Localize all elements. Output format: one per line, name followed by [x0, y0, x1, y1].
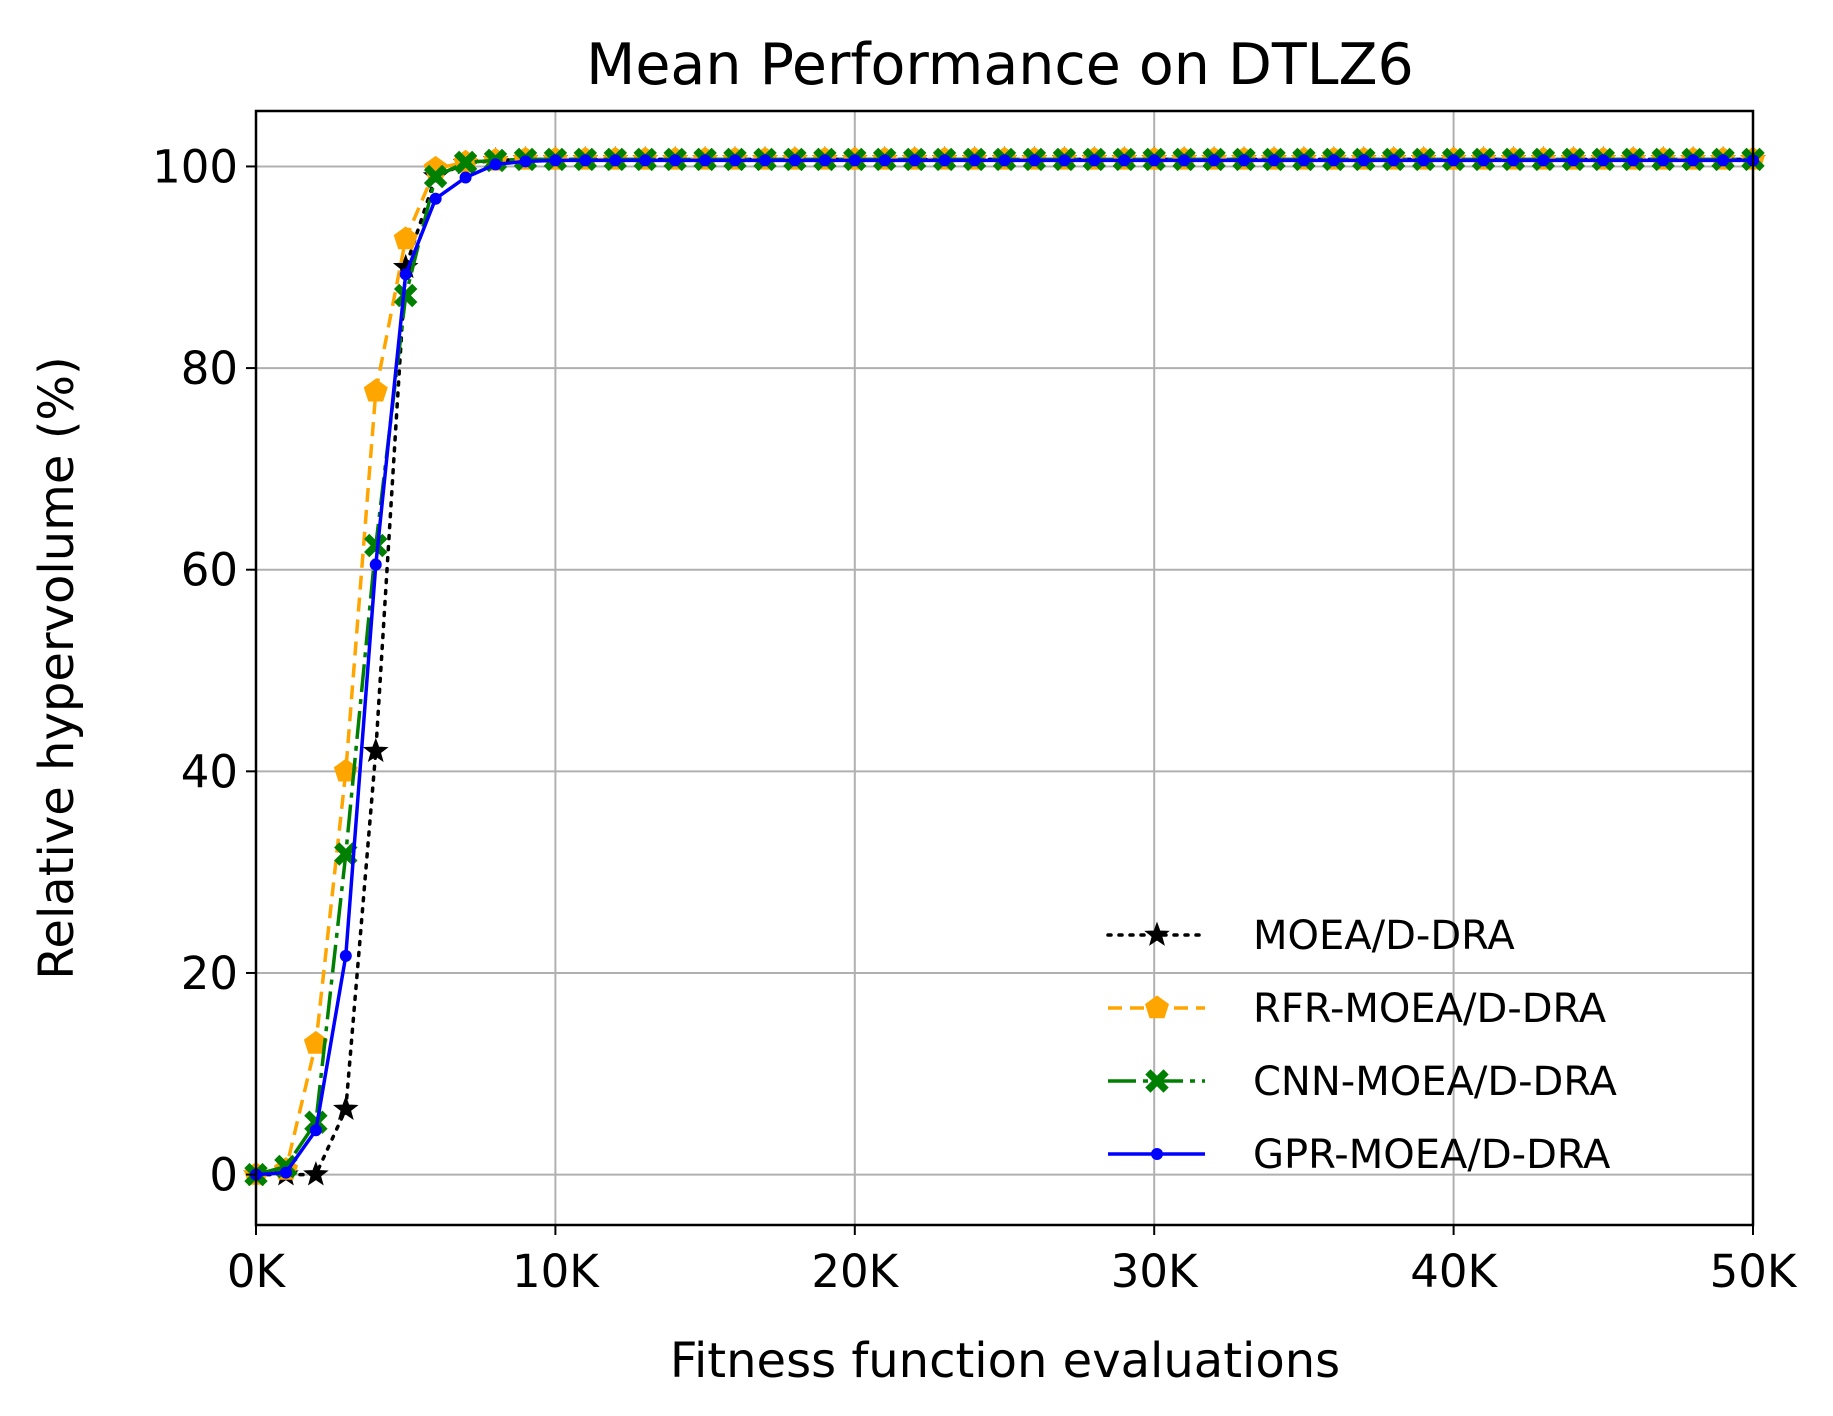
data-point — [393, 226, 418, 250]
data-point — [399, 268, 412, 281]
data-point — [549, 154, 562, 167]
data-point — [1477, 154, 1490, 167]
data-point — [1387, 154, 1400, 167]
data-point — [303, 1161, 329, 1186]
legend-label: GPR-MOEA/D-DRA — [1253, 1132, 1611, 1178]
data-point — [489, 158, 502, 171]
data-point — [878, 154, 891, 167]
data-point — [729, 154, 742, 167]
data-point — [848, 154, 861, 167]
data-point — [369, 558, 382, 571]
data-point — [788, 154, 801, 167]
data-point — [309, 1124, 322, 1137]
x-axis-label: Fitness function evaluations — [670, 1333, 1340, 1389]
data-point — [339, 949, 352, 962]
legend-marker — [1145, 1069, 1169, 1093]
chart-title: Mean Performance on DTLZ6 — [586, 32, 1414, 98]
data-point — [1148, 154, 1161, 167]
data-point — [968, 154, 981, 167]
data-point — [459, 171, 472, 184]
x-tick-label: 40K — [1410, 1245, 1498, 1298]
x-tick-label: 10K — [512, 1245, 600, 1298]
legend-entry: RFR-MOEA/D-DRA — [1108, 986, 1607, 1032]
y-tick-label: 20 — [181, 947, 238, 1000]
y-axis-label: Relative hypervolume (%) — [29, 356, 85, 980]
data-point — [333, 1095, 359, 1120]
data-point — [609, 154, 622, 167]
legend-entry: GPR-MOEA/D-DRA — [1108, 1132, 1611, 1178]
data-point — [364, 533, 388, 558]
data-point — [1597, 154, 1610, 167]
data-point — [363, 378, 388, 402]
data-point — [393, 283, 418, 308]
data-point — [1088, 154, 1101, 167]
grid-lines — [255, 111, 1754, 1225]
legend-marker — [1145, 995, 1169, 1019]
legend-marker — [1144, 921, 1170, 946]
y-tick-label: 60 — [181, 544, 238, 597]
x-tick-label: 30K — [1111, 1245, 1199, 1298]
legend: MOEA/D-DRA RFR-MOEA/D-DRA CNN-MOEA/D-DRA GP… — [1106, 913, 1618, 1178]
data-point — [938, 154, 951, 167]
data-point — [519, 155, 532, 168]
data-point — [1567, 154, 1580, 167]
data-point — [1717, 154, 1730, 167]
axis-ticks: 0K 10K 20K 30K 40K 50K 0 20 40 60 80 100 — [152, 140, 1798, 1298]
data-point — [1178, 154, 1191, 167]
series-group — [250, 154, 1759, 1181]
legend-marker — [1151, 1148, 1163, 1160]
data-point — [362, 737, 389, 763]
data-point — [1627, 154, 1640, 167]
data-point — [1297, 154, 1310, 167]
data-point — [1507, 154, 1520, 167]
data-point — [423, 164, 448, 189]
data-point — [579, 154, 592, 167]
data-point — [279, 1166, 292, 1179]
data-point — [1537, 154, 1550, 167]
data-point — [669, 154, 682, 167]
data-point — [1028, 154, 1041, 167]
legend-label: CNN-MOEA/D-DRA — [1253, 1059, 1618, 1105]
legend-entry: MOEA/D-DRA — [1106, 913, 1515, 959]
legend-label: MOEA/D-DRA — [1253, 913, 1515, 959]
data-point — [1267, 154, 1280, 167]
data-point — [1327, 154, 1340, 167]
data-point — [639, 154, 652, 167]
data-point — [758, 154, 771, 167]
y-tick-label: 80 — [181, 342, 238, 395]
data-point — [429, 192, 442, 205]
y-tick-label: 0 — [209, 1149, 238, 1202]
data-point — [1238, 154, 1251, 167]
data-point — [1657, 154, 1670, 167]
legend-entry: CNN-MOEA/D-DRA — [1108, 1059, 1618, 1105]
y-tick-label: 40 — [181, 745, 238, 798]
plot-frame — [254, 109, 1755, 1227]
data-point — [1417, 154, 1430, 167]
data-point — [1687, 154, 1700, 167]
data-point — [998, 154, 1011, 167]
data-point — [699, 154, 712, 167]
x-tick-label: 0K — [227, 1245, 287, 1298]
data-point — [1208, 154, 1221, 167]
data-point — [908, 154, 921, 167]
x-tick-label: 50K — [1710, 1245, 1798, 1298]
x-tick-label: 20K — [811, 1245, 899, 1298]
y-tick-label: 100 — [152, 140, 238, 193]
data-point — [1118, 154, 1131, 167]
data-point — [1357, 154, 1370, 167]
data-point — [1447, 154, 1460, 167]
data-point — [1058, 154, 1071, 167]
data-point — [818, 154, 831, 167]
legend-label: RFR-MOEA/D-DRA — [1253, 986, 1607, 1032]
series-layer — [243, 145, 1766, 1187]
